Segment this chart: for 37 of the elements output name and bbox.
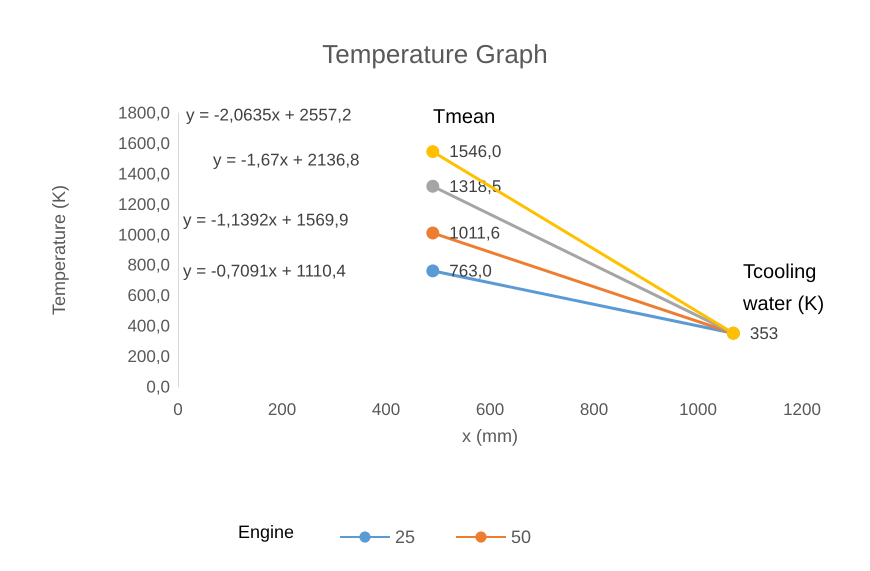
annotation: y = -0,7091x + 1110,4 — [183, 262, 346, 280]
y-tick-label: 800,0 — [127, 256, 170, 275]
chart-title: Temperature Graph — [322, 39, 548, 69]
point — [426, 180, 440, 193]
x-tick-label: 600 — [476, 400, 504, 419]
annotation: y = -2,0635x + 2557,2 — [186, 106, 352, 124]
x-tick-label: 0 — [173, 400, 183, 419]
data-label: 1546,0 — [449, 142, 502, 162]
y-tick-label: 200,0 — [127, 347, 170, 366]
point — [426, 145, 440, 158]
y-tick-label: 400,0 — [127, 316, 170, 336]
y-tick-label: 1800,0 — [118, 104, 170, 122]
x-axis-title: x (mm) — [462, 426, 518, 446]
x-tick-label: 1200 — [783, 400, 821, 419]
x-tick-label: 800 — [580, 400, 608, 419]
y-axis-title: Temperature (K) — [49, 184, 69, 316]
data-label: 763,0 — [449, 261, 492, 280]
y-tick-label: 1600,0 — [118, 134, 170, 153]
point — [426, 264, 440, 278]
annotation: Tcooling water (K) — [742, 261, 824, 315]
legend-label: 25 — [394, 527, 416, 547]
data-label: 1011,6 — [449, 224, 500, 243]
y-tick-label: 1400,0 — [118, 164, 170, 184]
y-tick-label: 1000,0 — [118, 225, 170, 244]
y-tick-label: 600,0 — [127, 286, 170, 306]
x-tick-label: 400 — [372, 400, 400, 419]
data-label: 353 — [750, 324, 778, 343]
annotation: Tmean — [433, 106, 496, 128]
x-tick-label: 200 — [268, 400, 296, 419]
annotation: y = -1,1392x + 1569,9 — [183, 210, 348, 230]
x-tick-label: 1000 — [679, 400, 717, 419]
point — [426, 226, 440, 240]
y-tick-label: 0,0 — [146, 378, 170, 396]
legend-label: 50 — [511, 527, 532, 547]
legend-title: Engine — [238, 522, 294, 542]
annotation: y = -1,67x + 2136,8 — [213, 150, 360, 170]
y-tick-label: 1200,0 — [118, 194, 170, 214]
